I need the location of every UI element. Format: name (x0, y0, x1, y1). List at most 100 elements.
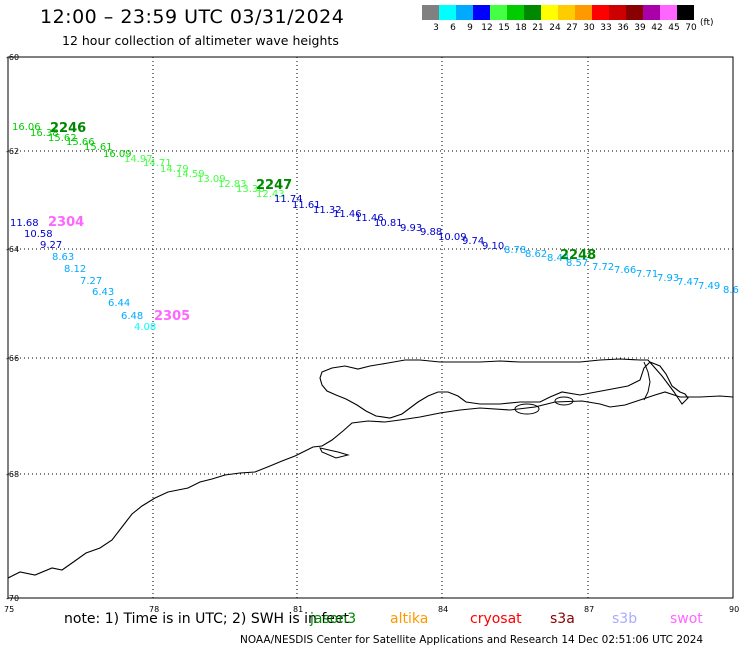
map-grid (8, 57, 733, 598)
wave-height-label: 8.63 (52, 252, 74, 263)
pass-id-label: 2248 (560, 248, 596, 263)
wave-height-label: 13.36 (236, 184, 265, 195)
colorbar-label: 70 (685, 23, 697, 33)
lat-tick-label: -60 (6, 53, 19, 62)
pass-id-label: 2304 (48, 215, 84, 230)
wave-height-label: 14.79 (160, 164, 189, 175)
wave-height-label: 9.74 (462, 236, 484, 247)
colorbar-swatch (473, 5, 490, 20)
wave-height-label: 9.10 (482, 241, 504, 252)
wave-height-label: 14.59 (176, 169, 205, 180)
island-outline (514, 403, 540, 415)
colorbar-label: 36 (617, 23, 629, 33)
lat-tick-label: -64 (6, 245, 19, 254)
wave-height-label: 7.72 (592, 262, 614, 273)
map-subtitle: 12 hour collection of altimeter wave hei… (62, 33, 339, 48)
lat-tick-label: -70 (6, 594, 19, 603)
satellite-legend-item: swot (670, 611, 703, 627)
colorbar-label: 30 (583, 23, 595, 33)
lon-tick-label: 90 (729, 605, 739, 614)
wave-height-label: 12.43 (256, 189, 285, 200)
map-title: 12:00 – 23:59 UTC 03/31/2024 (40, 6, 345, 28)
wave-height-label: 7.71 (636, 269, 658, 280)
colorbar-swatch (609, 5, 626, 20)
colorbar-swatch (558, 5, 575, 20)
lon-tick-label: 81 (293, 605, 303, 614)
colorbar-swatch (524, 5, 541, 20)
colorbar-label: 6 (450, 23, 456, 33)
ice-shelf-outline (319, 358, 689, 419)
colorbar-swatch (422, 5, 439, 20)
colorbar-swatch (575, 5, 592, 20)
colorbar-label: 15 (498, 23, 510, 33)
wave-height-label: 7.93 (657, 273, 679, 284)
colorbar-swatch (507, 5, 524, 20)
pass-id-label: 2246 (50, 121, 86, 136)
satellite-legend-item: altika (390, 611, 429, 627)
colorbar-swatch (456, 5, 473, 20)
wave-height-label: 16.06 (12, 122, 41, 133)
colorbar-label: 42 (651, 23, 663, 33)
wave-height-labels: 16.0616.3815.6215.6615.6116.0914.9714.71… (10, 122, 739, 333)
colorbar-label: 24 (549, 23, 561, 33)
colorbar-label: 12 (481, 23, 493, 33)
wave-height-label: 9.93 (400, 223, 422, 234)
wave-height-label: 6.44 (108, 298, 130, 309)
wave-height-label: 14.97 (124, 154, 153, 165)
pass-id-labels: 2246 2247 2248 2304 2305 (48, 121, 596, 324)
wave-height-label: 9.88 (420, 227, 442, 238)
island-outline (554, 396, 574, 406)
antarctic-coastline (7, 391, 734, 579)
wave-height-label: 4.08 (134, 322, 156, 333)
satellite-legend-item: s3b (612, 611, 638, 627)
wave-height-label: 7.49 (698, 281, 720, 292)
wave-height-label: 8.6 (723, 285, 739, 296)
wave-height-label: 11.68 (10, 218, 39, 229)
map-tick-labels: -60 -62 -64 -66 -68 -70 75 78 81 84 87 90 (4, 53, 739, 614)
colorbar-label: 9 (467, 23, 473, 33)
lon-tick-label: 75 (4, 605, 14, 614)
wave-height-label: 8.44 (547, 253, 569, 264)
colorbar-swatch (592, 5, 609, 20)
wave-height-label: 7.66 (614, 265, 636, 276)
wave-height-label: 15.61 (84, 142, 113, 153)
colorbar-swatch (490, 5, 507, 20)
lon-tick-label: 87 (584, 605, 594, 614)
pass-id-label: 2247 (256, 178, 292, 193)
colorbar-label: 33 (600, 23, 612, 33)
wave-height-label: 9.27 (40, 240, 62, 251)
lat-tick-label: -62 (6, 147, 19, 156)
wave-height-label: 6.43 (92, 287, 114, 298)
grounded-ice-divide (643, 361, 651, 401)
wave-height-label: 10.09 (438, 232, 467, 243)
wave-height-label: 11.46 (355, 213, 384, 224)
colorbar-label: 18 (515, 23, 527, 33)
colorbar-swatch (660, 5, 677, 20)
wave-height-label: 8.12 (64, 264, 86, 275)
wave-height-label: 10.58 (24, 229, 53, 240)
wave-height-label: 7.47 (677, 277, 699, 288)
pass-id-label: 2305 (154, 309, 190, 324)
wave-height-label: 15.62 (48, 133, 77, 144)
satellite-legend-item: jason3 (310, 611, 357, 627)
lon-tick-label: 84 (438, 605, 448, 614)
colorbar-swatch (439, 5, 456, 20)
colorbar-swatch (626, 5, 643, 20)
colorbar-swatch (643, 5, 660, 20)
lat-tick-label: -68 (6, 470, 19, 479)
colorbar-swatch (677, 5, 694, 20)
wave-height-label: 11.46 (333, 209, 362, 220)
wave-height-label: 7.27 (80, 276, 102, 287)
wave-height-label: 10.81 (374, 218, 403, 229)
wave-height-label: 11.61 (292, 200, 321, 211)
credit-line: NOAA/NESDIS Center for Satellite Applica… (240, 634, 704, 646)
map-frame (7, 56, 734, 599)
lon-tick-label: 78 (149, 605, 159, 614)
colorbar-label: 21 (532, 23, 544, 33)
wave-height-label: 8.62 (525, 249, 547, 260)
wave-height-label: 8.78 (504, 245, 526, 256)
wave-height-label: 8.57 (566, 258, 588, 269)
wave-height-label: 16.09 (103, 149, 132, 160)
satellite-legend-item: cryosat (470, 611, 522, 627)
